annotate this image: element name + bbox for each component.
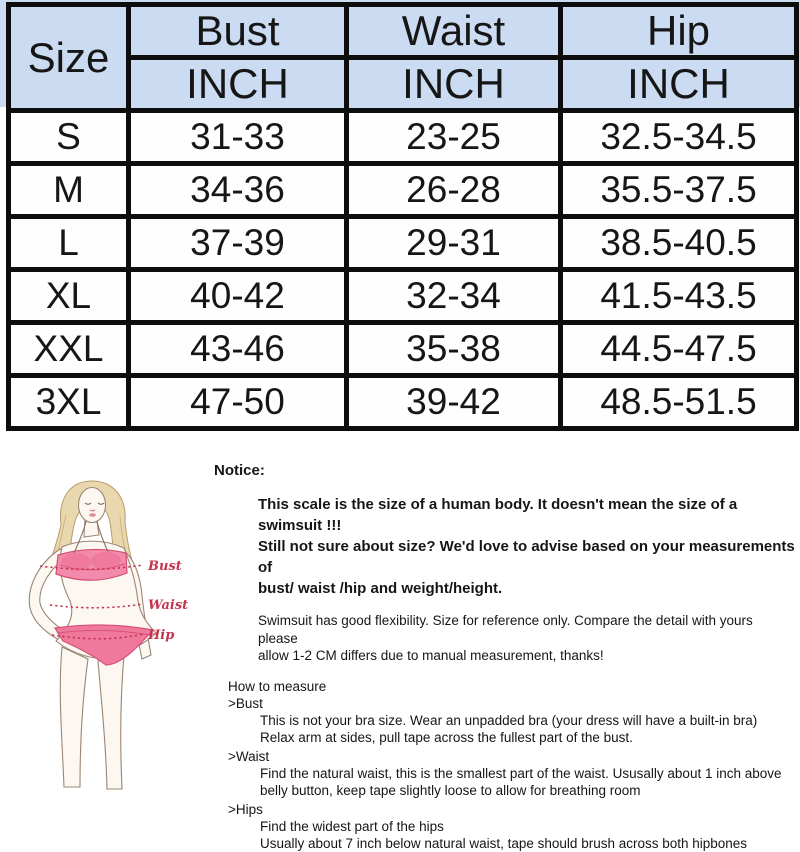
unit-label-waist: INCH xyxy=(344,55,563,113)
notice-line: allow 1-2 CM differs due to manual measu… xyxy=(258,648,604,663)
notice-title: Notice: xyxy=(214,462,265,479)
table-row: M 34-36 26-28 35.5-37.5 xyxy=(6,161,799,219)
column-header-hip: Hip xyxy=(558,2,799,60)
hip-value: 41.5-43.5 xyxy=(558,267,799,325)
waist-instruction: Find the natural waist, this is the smal… xyxy=(260,765,782,781)
table-row: L 37-39 29-31 38.5-40.5 xyxy=(6,214,799,272)
measurement-figure-illustration: Bust Waist Hip xyxy=(0,455,215,800)
waist-value: 23-25 xyxy=(344,108,563,166)
waist-label: Waist xyxy=(148,598,188,613)
size-value: 3XL xyxy=(6,373,131,431)
hip-value: 38.5-40.5 xyxy=(558,214,799,272)
notice-line: This scale is the size of a human body. … xyxy=(258,496,738,534)
size-value: XL xyxy=(6,267,131,325)
waist-value: 26-28 xyxy=(344,161,563,219)
column-header-waist: Waist xyxy=(344,2,563,60)
notice-bold-paragraph: This scale is the size of a human body. … xyxy=(258,494,796,599)
flexibility-paragraph: Swimsuit has good flexibility. Size for … xyxy=(258,612,796,665)
bust-value: 43-46 xyxy=(126,320,349,378)
bust-section-header: >Bust xyxy=(228,695,263,711)
hips-instruction: Find the widest part of the hips xyxy=(260,818,444,834)
waist-value: 39-42 xyxy=(344,373,563,431)
bust-instruction: This is not your bra size. Wear an unpad… xyxy=(260,712,758,728)
hip-value: 48.5-51.5 xyxy=(558,373,799,431)
how-to-measure-section: How to measure >Bust This is not your br… xyxy=(214,678,796,852)
notice-line: bust/ waist /hip and weight/height. xyxy=(258,580,503,597)
bust-value: 40-42 xyxy=(126,267,349,325)
bust-value: 31-33 xyxy=(126,108,349,166)
size-chart-section: Size Bust Waist Hip INCH INCH INCH S 31-… xyxy=(0,0,800,431)
column-header-bust: Bust xyxy=(126,2,349,60)
column-header-size: Size xyxy=(6,2,131,113)
hips-instruction: Usually about 7 inch below natural waist… xyxy=(260,835,748,851)
bust-value: 34-36 xyxy=(126,161,349,219)
how-to-measure-title: How to measure xyxy=(228,678,327,694)
table-row: XXL 43-46 35-38 44.5-47.5 xyxy=(6,320,799,378)
bust-value: 37-39 xyxy=(126,214,349,272)
table-row: XL 40-42 32-34 41.5-43.5 xyxy=(6,267,799,325)
table-row: S 31-33 23-25 32.5-34.5 xyxy=(6,108,799,166)
notice-section: Notice: This scale is the size of a huma… xyxy=(214,458,796,852)
waist-value: 32-34 xyxy=(344,267,563,325)
woman-sketch-icon: Bust Waist Hip xyxy=(28,480,188,790)
bust-instruction: Relax arm at sides, pull tape across the… xyxy=(260,729,633,745)
table-row: 3XL 47-50 39-42 48.5-51.5 xyxy=(6,373,799,431)
notice-line: Swimsuit has good flexibility. Size for … xyxy=(258,613,753,646)
notice-line: Still not sure about size? We'd love to … xyxy=(258,538,795,576)
size-value: L xyxy=(6,214,131,272)
hip-value: 44.5-47.5 xyxy=(558,320,799,378)
size-value: M xyxy=(6,161,131,219)
size-value: S xyxy=(6,108,131,166)
waist-value: 35-38 xyxy=(344,320,563,378)
size-chart-table: Size Bust Waist Hip INCH INCH INCH S 31-… xyxy=(6,2,799,431)
waist-section-header: >Waist xyxy=(228,748,270,764)
unit-label-hip: INCH xyxy=(558,55,799,113)
bust-value: 47-50 xyxy=(126,373,349,431)
waist-value: 29-31 xyxy=(344,214,563,272)
hip-value: 32.5-34.5 xyxy=(558,108,799,166)
waist-instruction: belly button, keep tape slightly loose t… xyxy=(260,782,641,798)
bust-label: Bust xyxy=(147,559,182,574)
hip-value: 35.5-37.5 xyxy=(558,161,799,219)
hips-section-header: >Hips xyxy=(228,801,263,817)
hip-label: Hip xyxy=(147,628,174,643)
unit-label-bust: INCH xyxy=(126,55,349,113)
size-value: XXL xyxy=(6,320,131,378)
